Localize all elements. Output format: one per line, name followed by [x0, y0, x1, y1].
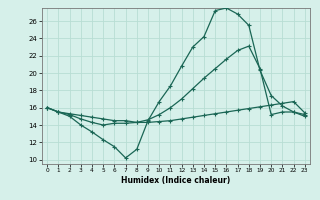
- X-axis label: Humidex (Indice chaleur): Humidex (Indice chaleur): [121, 176, 231, 185]
